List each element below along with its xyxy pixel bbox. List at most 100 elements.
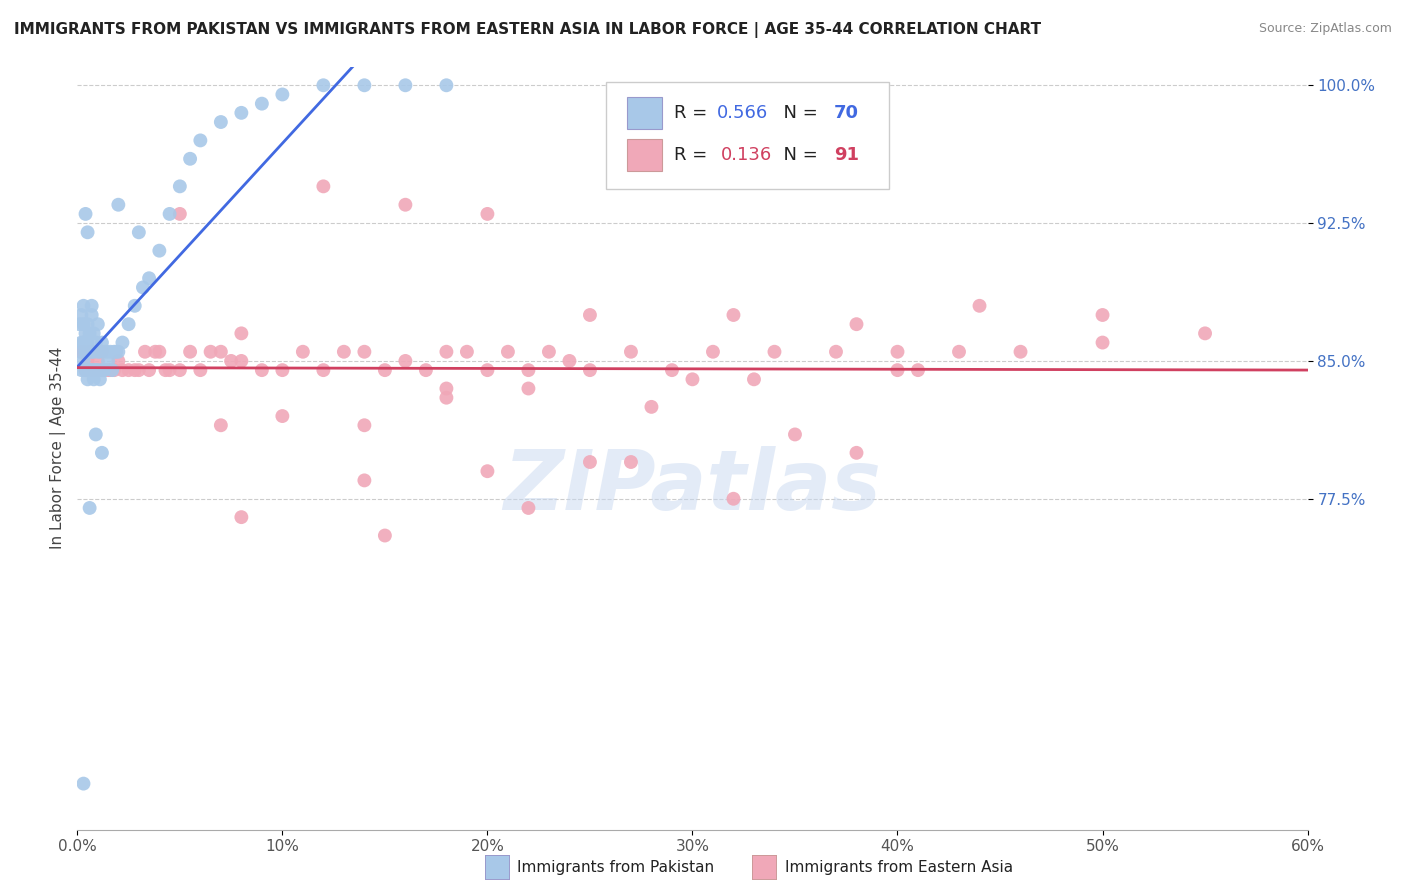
Point <box>84 363 107 377</box>
Point <box>75 326 97 341</box>
Point <box>67 317 90 331</box>
Text: 0.136: 0.136 <box>721 145 772 163</box>
Point <box>312 179 335 194</box>
Point <box>107 344 129 359</box>
FancyBboxPatch shape <box>606 82 890 189</box>
Point <box>148 244 170 258</box>
Point <box>93 363 115 377</box>
Point <box>80 299 103 313</box>
Point <box>477 464 499 478</box>
Point <box>70 335 93 350</box>
Point <box>231 510 253 524</box>
Point <box>477 207 499 221</box>
Point <box>75 363 97 377</box>
Point <box>75 207 97 221</box>
Point <box>97 363 120 377</box>
Point <box>620 455 643 469</box>
Point <box>94 344 117 359</box>
Point <box>76 225 98 239</box>
Point <box>67 344 90 359</box>
Point <box>436 382 458 396</box>
Point <box>138 271 160 285</box>
Point <box>969 299 991 313</box>
Y-axis label: In Labor Force | Age 35-44: In Labor Force | Age 35-44 <box>51 347 66 549</box>
Point <box>496 344 519 359</box>
Point <box>117 317 139 331</box>
Point <box>219 354 242 368</box>
Point <box>353 344 375 359</box>
Point <box>103 363 125 377</box>
Point <box>72 299 94 313</box>
Point <box>886 344 908 359</box>
Point <box>79 344 101 359</box>
Point <box>83 363 105 377</box>
Point <box>97 354 120 368</box>
Point <box>825 344 848 359</box>
Point <box>353 78 375 93</box>
Point <box>209 344 232 359</box>
Point <box>103 344 125 359</box>
Point <box>517 363 540 377</box>
Text: 70: 70 <box>834 103 859 121</box>
Point <box>477 363 499 377</box>
Point <box>72 317 94 331</box>
Point <box>89 363 111 377</box>
Point <box>72 776 94 790</box>
Point <box>312 78 335 93</box>
Point <box>83 344 105 359</box>
Point <box>79 500 101 515</box>
Text: R =: R = <box>673 145 718 163</box>
Point <box>83 326 105 341</box>
Text: ZIPatlas: ZIPatlas <box>503 446 882 527</box>
Point <box>763 344 786 359</box>
Point <box>374 363 396 377</box>
Text: Immigrants from Pakistan: Immigrants from Pakistan <box>517 860 714 874</box>
Point <box>72 335 94 350</box>
Point <box>90 335 114 350</box>
Point <box>394 198 416 212</box>
Point <box>312 363 335 377</box>
Text: IMMIGRANTS FROM PAKISTAN VS IMMIGRANTS FROM EASTERN ASIA IN LABOR FORCE | AGE 35: IMMIGRANTS FROM PAKISTAN VS IMMIGRANTS F… <box>14 22 1042 38</box>
Point <box>374 528 396 542</box>
Point <box>83 372 105 386</box>
Point <box>1010 344 1032 359</box>
Point <box>72 344 94 359</box>
Point <box>886 363 908 377</box>
Point <box>579 363 602 377</box>
Point <box>702 344 724 359</box>
Point <box>105 344 128 359</box>
Point <box>76 335 98 350</box>
Point <box>948 344 970 359</box>
Text: Immigrants from Eastern Asia: Immigrants from Eastern Asia <box>785 860 1012 874</box>
Point <box>579 455 602 469</box>
Point <box>89 344 111 359</box>
Point <box>231 326 253 341</box>
Point <box>209 115 232 129</box>
Text: N =: N = <box>772 103 824 121</box>
Point <box>80 344 103 359</box>
FancyBboxPatch shape <box>627 96 662 128</box>
Point <box>111 363 134 377</box>
Point <box>415 363 437 377</box>
Point <box>70 344 93 359</box>
Point <box>70 363 93 377</box>
Point <box>188 133 212 147</box>
Point <box>148 344 170 359</box>
Point <box>101 363 124 377</box>
Point <box>79 326 101 341</box>
Point <box>250 363 273 377</box>
Point <box>89 372 111 386</box>
Point <box>117 363 139 377</box>
Point <box>138 363 160 377</box>
Point <box>169 207 191 221</box>
Point <box>436 344 458 359</box>
Point <box>75 344 97 359</box>
Point <box>620 344 643 359</box>
Point <box>179 152 201 166</box>
Point <box>80 308 103 322</box>
Point <box>1091 308 1114 322</box>
Point <box>394 78 416 93</box>
Point <box>907 363 929 377</box>
Point <box>84 363 107 377</box>
Point <box>169 363 191 377</box>
